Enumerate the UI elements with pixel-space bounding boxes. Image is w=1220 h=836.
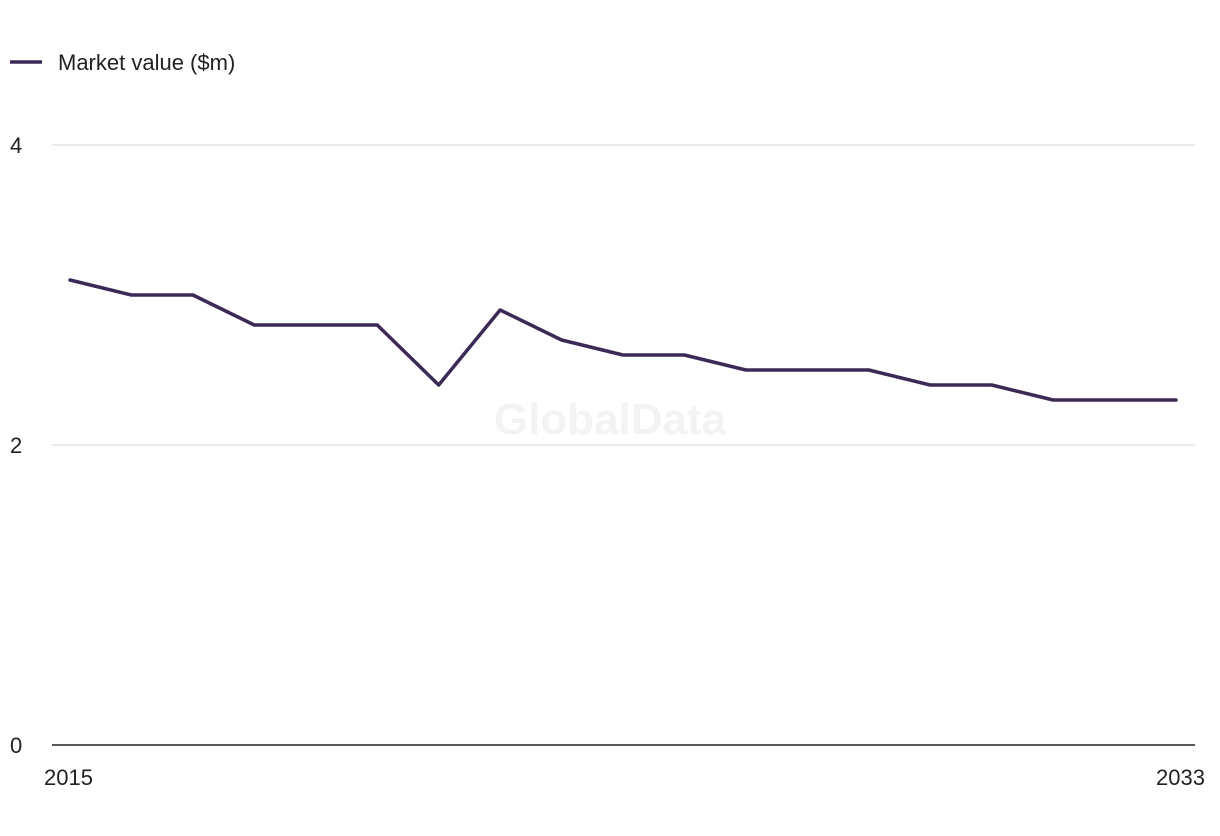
data-point	[191, 293, 195, 297]
data-point	[252, 323, 256, 327]
data-point	[560, 338, 564, 342]
data-point	[867, 368, 871, 372]
data-point	[375, 323, 379, 327]
data-point	[437, 383, 441, 387]
y-tick-label: 4	[10, 133, 22, 158]
data-point	[621, 353, 625, 357]
x-axis-ticks: 2015 2033	[44, 765, 1205, 790]
data-point	[928, 383, 932, 387]
data-point	[1113, 398, 1117, 402]
data-point	[1051, 398, 1055, 402]
y-tick-label: 2	[10, 433, 22, 458]
legend-label: Market value ($m)	[58, 50, 235, 75]
data-point	[498, 308, 502, 312]
data-point	[68, 278, 72, 282]
series-line	[68, 278, 1178, 402]
series-layer	[68, 278, 1178, 402]
data-point	[744, 368, 748, 372]
data-point	[990, 383, 994, 387]
y-tick-label: 0	[10, 733, 22, 758]
data-point	[314, 323, 318, 327]
data-point	[805, 368, 809, 372]
y-axis-ticks: 0 2 4	[10, 133, 22, 758]
data-point	[682, 353, 686, 357]
data-point	[129, 293, 133, 297]
x-tick-label: 2033	[1156, 765, 1205, 790]
legend: Market value ($m)	[10, 50, 235, 75]
x-tick-label: 2015	[44, 765, 93, 790]
watermark: GlobalData	[494, 395, 727, 444]
data-point	[1174, 398, 1178, 402]
gridlines	[52, 144, 1195, 746]
